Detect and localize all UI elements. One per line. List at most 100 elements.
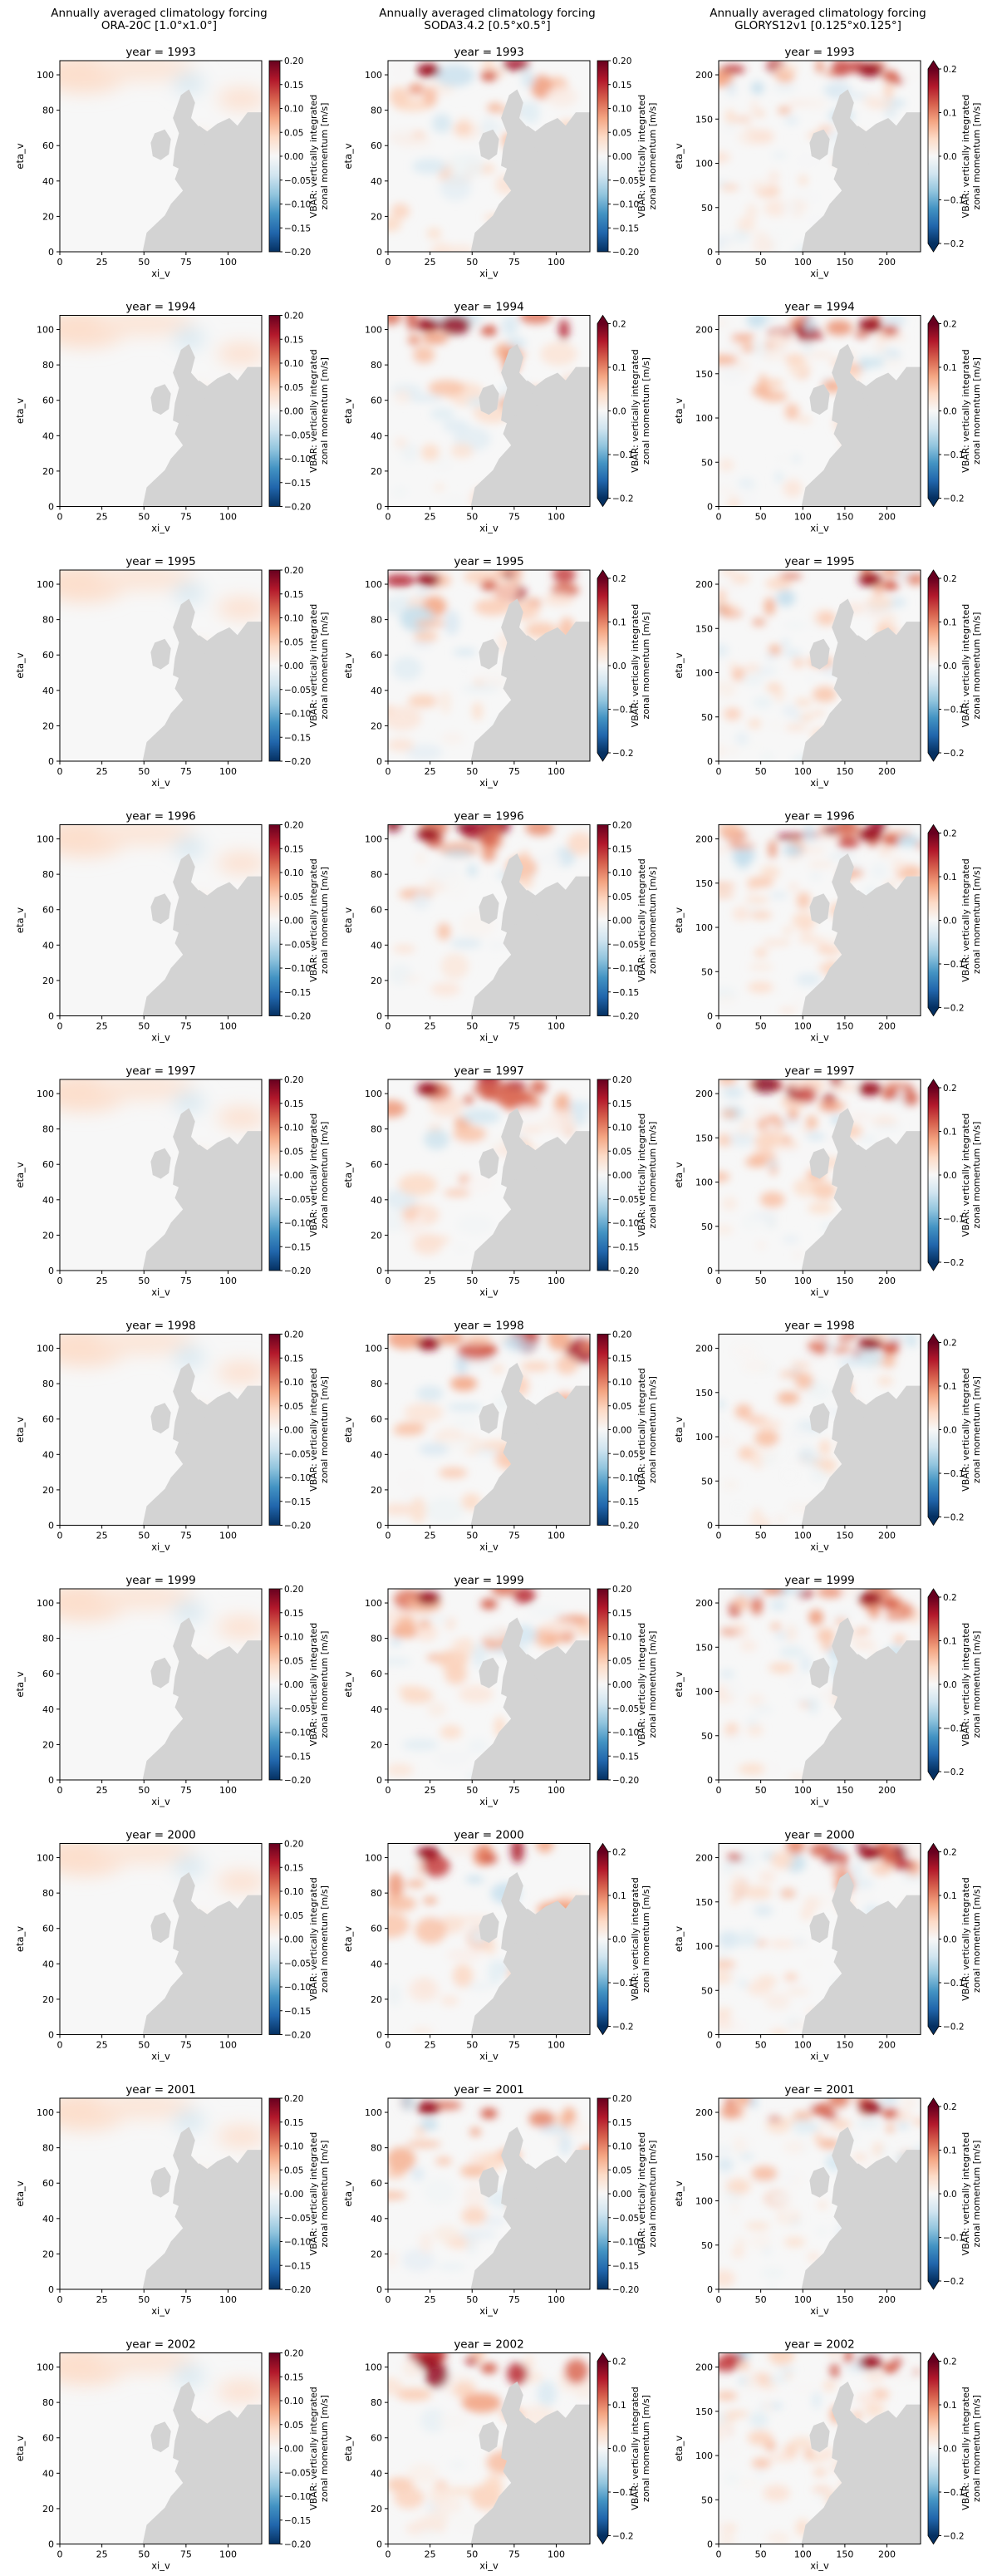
- blob: [744, 663, 760, 673]
- blob: [784, 116, 799, 125]
- x-tick-label: 25: [96, 2040, 108, 2051]
- blob: [402, 2249, 435, 2272]
- blob: [882, 1344, 899, 1354]
- blob: [725, 1681, 743, 1698]
- blob: [719, 2522, 728, 2534]
- blob: [842, 1334, 857, 1339]
- colorbar-tick-label: −0.10: [284, 200, 311, 210]
- blob: [791, 1362, 811, 1368]
- x-tick-label: 50: [138, 1785, 150, 1796]
- blob: [739, 1118, 755, 1128]
- blob: [446, 1403, 484, 1412]
- field: [719, 1079, 921, 1271]
- colorbar-tick-label: 0.20: [284, 57, 303, 66]
- blob: [882, 325, 899, 336]
- blob: [729, 1131, 754, 1148]
- blob: [731, 2247, 745, 2258]
- colorbar-tick-label: 0.0: [943, 152, 957, 162]
- blob: [788, 1109, 798, 1120]
- blob: [725, 2178, 751, 2195]
- colorbar-tick-label: 0.10: [612, 1378, 631, 1388]
- x-tick-label: 200: [878, 1785, 896, 1796]
- y-tick-label: 60: [371, 905, 382, 916]
- colorbar-tick-label: 0.0: [612, 407, 626, 417]
- blob: [388, 824, 401, 833]
- colorbar-tick-label: 0.00: [284, 1171, 303, 1181]
- colorbar-tick-label: 0.0: [612, 661, 626, 671]
- blob: [721, 1109, 738, 1118]
- x-tick-label: 75: [508, 2294, 520, 2305]
- anomaly-blobs: [60, 1843, 262, 1934]
- x-tick-label: 100: [219, 257, 237, 268]
- y-tick-label: 20: [371, 1230, 382, 1241]
- y-axis-label: eta_v: [14, 2180, 26, 2206]
- colorbar-label-line-1: VBAR: vertically integrated: [636, 2132, 647, 2256]
- colorbar-tick-label: 0.1: [612, 2401, 626, 2411]
- blob: [719, 2147, 735, 2153]
- colorbar-tick-label: −0.15: [612, 2261, 639, 2271]
- blob: [748, 484, 757, 491]
- y-tick-label: 40: [42, 176, 54, 187]
- blob: [823, 2381, 836, 2392]
- y-tick-label: 100: [695, 2451, 713, 2461]
- blob: [388, 1099, 406, 1118]
- blob: [832, 61, 851, 77]
- panel-title: year = 1994: [125, 301, 195, 314]
- colorbar-label-line-1: VBAR: vertically integrated: [308, 1623, 319, 1747]
- blob: [392, 1428, 423, 1436]
- blob: [217, 1106, 262, 1129]
- blob: [778, 1148, 801, 1158]
- blob: [854, 331, 869, 338]
- x-tick-label: 0: [716, 2294, 722, 2305]
- colorbar-tick-label: 0.15: [284, 81, 303, 91]
- blob: [916, 842, 921, 849]
- y-tick-label: 100: [695, 2196, 713, 2207]
- y-tick-label: 40: [42, 2214, 54, 2225]
- panel-title: year = 1998: [784, 1320, 854, 1333]
- blob: [719, 320, 729, 327]
- colorbar-tick-label: 0.20: [612, 2094, 631, 2104]
- blob: [455, 1214, 494, 1235]
- blob: [760, 751, 774, 761]
- blob: [451, 661, 477, 681]
- land-britain: [501, 598, 540, 680]
- blob: [882, 834, 899, 845]
- y-tick-label: 50: [701, 457, 713, 468]
- blob: [808, 1338, 828, 1355]
- colorbar-gradient: [928, 833, 939, 1008]
- blob: [737, 217, 755, 232]
- blob: [480, 71, 498, 81]
- blob: [872, 1116, 897, 1127]
- panel-title: year = 1999: [125, 1574, 195, 1587]
- y-tick-label: 150: [695, 1642, 713, 1653]
- field: [60, 61, 262, 252]
- blob: [793, 993, 803, 1012]
- blob: [459, 1684, 494, 1703]
- x-tick-label: 0: [57, 1276, 63, 1286]
- colorbar-extend-max: [928, 2098, 939, 2107]
- blob: [720, 184, 739, 191]
- colorbar-tick-label: −0.20: [284, 1776, 311, 1786]
- colorbar-tick-label: 0.10: [612, 2142, 631, 2152]
- blob: [453, 2381, 476, 2399]
- y-tick-label: 0: [376, 1011, 382, 1022]
- x-axis-label: xi_v: [479, 2560, 498, 2572]
- blob: [425, 1497, 464, 1524]
- y-tick-label: 0: [376, 1775, 382, 1786]
- blob: [388, 574, 416, 587]
- blob: [415, 2126, 426, 2137]
- blob: [752, 1079, 779, 1094]
- blob: [734, 228, 750, 243]
- blob: [882, 71, 899, 81]
- blob: [410, 1497, 426, 1524]
- x-tick-label: 75: [508, 1021, 520, 1032]
- colorbar-tick-label: −0.1: [612, 450, 634, 460]
- blob: [826, 320, 853, 336]
- colorbar-label-line-2: zonal momentum [m/s]: [647, 867, 658, 974]
- blob: [772, 991, 785, 995]
- x-tick-label: 150: [836, 2294, 853, 2305]
- x-tick-label: 150: [836, 257, 853, 268]
